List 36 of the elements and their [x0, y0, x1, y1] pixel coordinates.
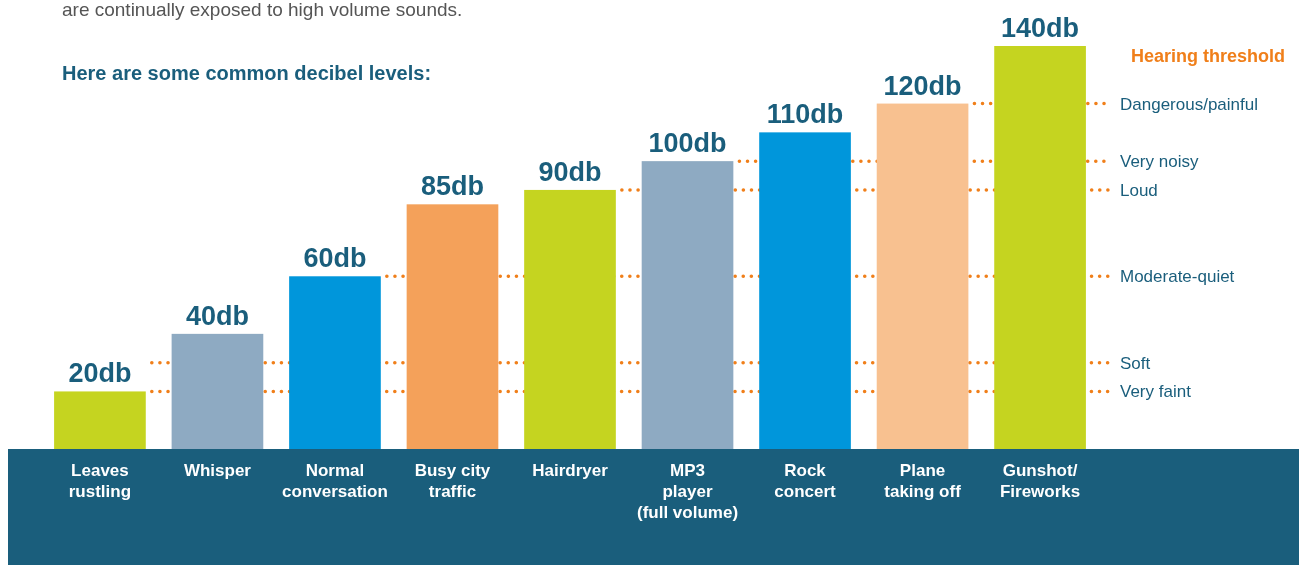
bar [524, 189, 616, 449]
x-tick-label: Gunshot/ Fireworks [999, 461, 1081, 501]
data-label: 40db [185, 300, 249, 331]
x-tick-label: Normal conversation [282, 461, 388, 501]
data-label: 90db [538, 156, 602, 187]
data-label: 110db [766, 99, 844, 130]
data-label: 60db [303, 243, 367, 274]
ref-line-label: Moderate-quiet [1120, 267, 1235, 287]
bar [994, 46, 1086, 449]
data-label: 85db [420, 171, 484, 202]
ref-line-label: Very faint [1120, 382, 1192, 402]
ref-line-label: Very noisy [1120, 152, 1199, 172]
data-label: 140db [1001, 13, 1080, 43]
ref-line-label: Dangerous/painful [1120, 94, 1258, 114]
x-tick-label: Whisper [183, 461, 252, 480]
x-tick-label: MP3 player (full volume) [636, 461, 739, 522]
data-label: 120db [883, 70, 962, 101]
bar [171, 333, 264, 449]
bar [54, 391, 146, 449]
ref-line-label: Loud [1120, 180, 1158, 200]
text: Hearing threshold [1130, 46, 1285, 66]
data-label: 100db [648, 128, 727, 159]
x-tick-label: Hairdryer [532, 461, 609, 480]
bar [289, 276, 381, 449]
bar [406, 204, 499, 449]
text: Here are some common decibel levels: [62, 62, 432, 84]
bar [641, 161, 734, 449]
bar [759, 132, 851, 449]
x-tick-label: Leaves rustling [68, 461, 132, 501]
ref-line-label: Soft [1120, 353, 1151, 373]
x-tick-label: Rock concert [774, 461, 837, 501]
x-tick-label: Plane taking off [884, 461, 962, 501]
data-label: 20db [68, 358, 132, 389]
x-tick-label: Busy city traffic [414, 461, 491, 501]
bar [876, 103, 969, 449]
text: are continually exposed to high volume sounds. [62, 0, 463, 20]
